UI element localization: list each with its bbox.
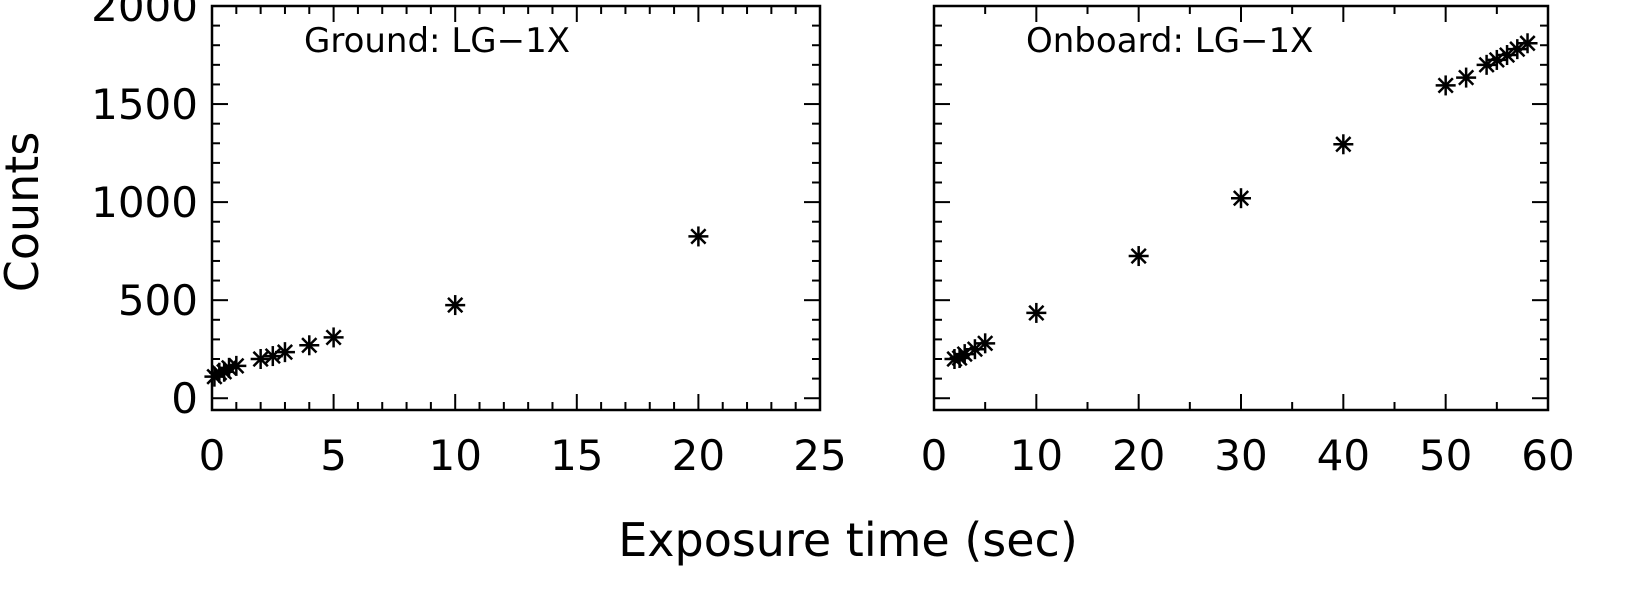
panel-ground: 0 5 10 15 20 25 0 500 1000 1500 2000 Ground: LG−1X bbox=[91, 0, 847, 480]
ground-x-tick-label: 20 bbox=[672, 431, 725, 480]
onboard-data-point bbox=[1231, 188, 1251, 209]
ground-data-point bbox=[250, 349, 271, 370]
onboard-data-point bbox=[1435, 75, 1456, 96]
onboard-x-tick-label: 60 bbox=[1521, 431, 1574, 480]
ground-y-tick-label: 500 bbox=[118, 276, 198, 325]
panel-onboard: 0 10 20 30 40 50 60 Onboard: LG−1X bbox=[921, 4, 1575, 480]
ground-x-tick-label: 5 bbox=[320, 431, 347, 480]
ground-y-tick-label: 0 bbox=[171, 374, 198, 423]
ground-x-tick-label: 25 bbox=[793, 431, 846, 480]
onboard-data-point bbox=[1333, 134, 1354, 155]
ground-data-point bbox=[688, 226, 709, 247]
ground-panel-title: Ground: LG−1X bbox=[304, 21, 570, 61]
y-axis-title: Counts bbox=[0, 132, 49, 293]
ground-data-point bbox=[219, 357, 240, 378]
onboard-data-point bbox=[1517, 33, 1538, 54]
onboard-x-tick-label: 20 bbox=[1112, 431, 1165, 480]
onboard-data-point bbox=[1456, 67, 1477, 88]
onboard-data-point bbox=[975, 333, 996, 354]
ground-y-tick-label: 2000 bbox=[91, 0, 198, 31]
ground-data-point bbox=[299, 335, 320, 356]
onboard-x-tick-label: 40 bbox=[1317, 431, 1370, 480]
ground-x-tick-label: 10 bbox=[428, 431, 481, 480]
ground-x-tick-label: 0 bbox=[199, 431, 226, 480]
ground-x-tick-label: 15 bbox=[550, 431, 603, 480]
ground-data-point bbox=[445, 295, 466, 316]
ground-data-point bbox=[226, 355, 247, 376]
onboard-x-tick-label: 50 bbox=[1419, 431, 1472, 480]
ground-data-point bbox=[323, 327, 344, 348]
onboard-data-point bbox=[1128, 246, 1149, 267]
ground-y-tick-label: 1500 bbox=[91, 80, 198, 129]
ground-y-tick-label: 1000 bbox=[91, 178, 198, 227]
x-axis-title: Exposure time (sec) bbox=[618, 513, 1078, 567]
onboard-x-tick-label: 10 bbox=[1010, 431, 1063, 480]
ground-plot-frame bbox=[210, 4, 822, 412]
onboard-x-tick-label: 30 bbox=[1214, 431, 1267, 480]
onboard-x-tick-label: 0 bbox=[921, 431, 948, 480]
onboard-data-point bbox=[1026, 302, 1047, 323]
ground-data-point bbox=[274, 342, 295, 363]
onboard-panel-title: Onboard: LG−1X bbox=[1026, 21, 1313, 61]
